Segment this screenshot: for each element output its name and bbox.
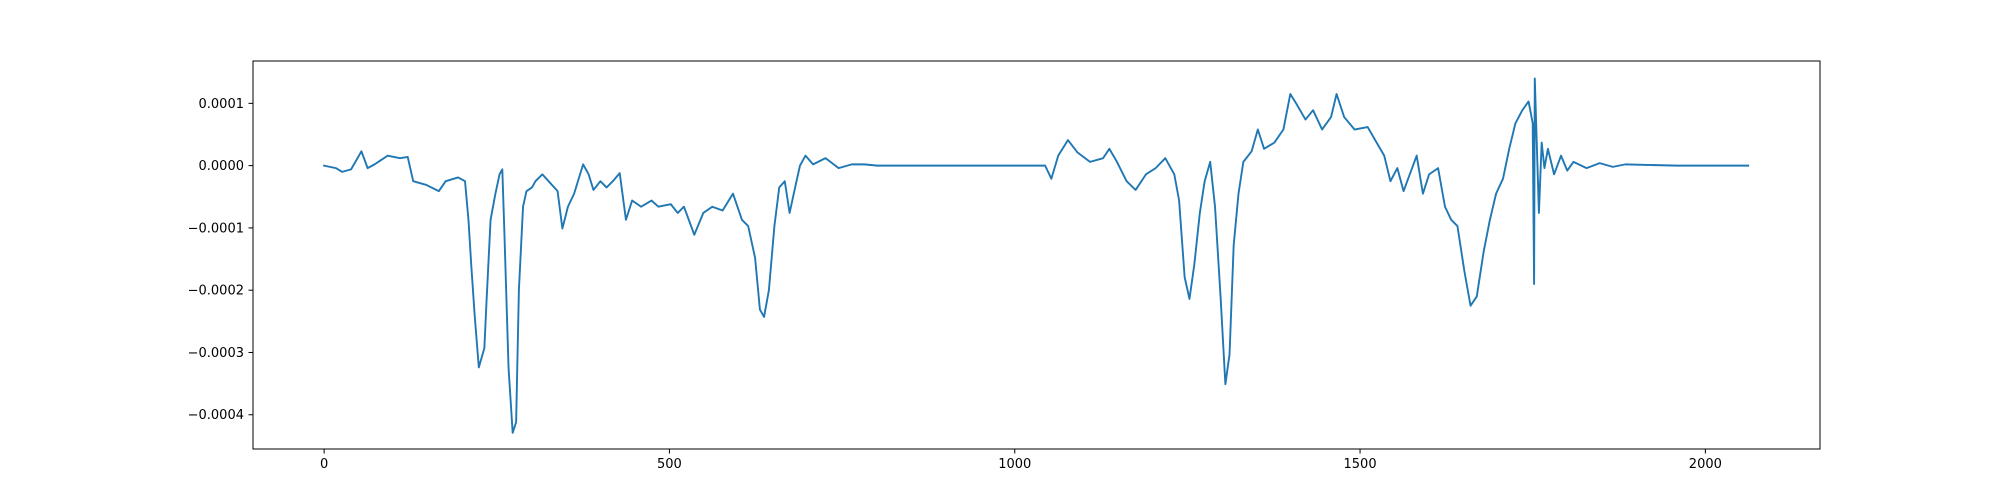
x-tick-label: 1500 — [1344, 457, 1377, 472]
y-tick-label: 0.0000 — [199, 159, 245, 174]
y-tick-label: 0.0001 — [199, 97, 245, 112]
data-line — [323, 77, 1750, 434]
x-tick-label: 500 — [657, 457, 682, 472]
x-tick-label: 1000 — [998, 457, 1031, 472]
y-tick-label: −0.0002 — [188, 284, 244, 299]
y-tick-label: −0.0003 — [188, 346, 244, 361]
plot-frame — [252, 60, 1821, 450]
x-tick-label: 0 — [320, 457, 328, 472]
x-tick-label: 2000 — [1689, 457, 1722, 472]
y-tick-label: −0.0004 — [188, 408, 244, 423]
y-tick-label: −0.0001 — [188, 221, 244, 236]
